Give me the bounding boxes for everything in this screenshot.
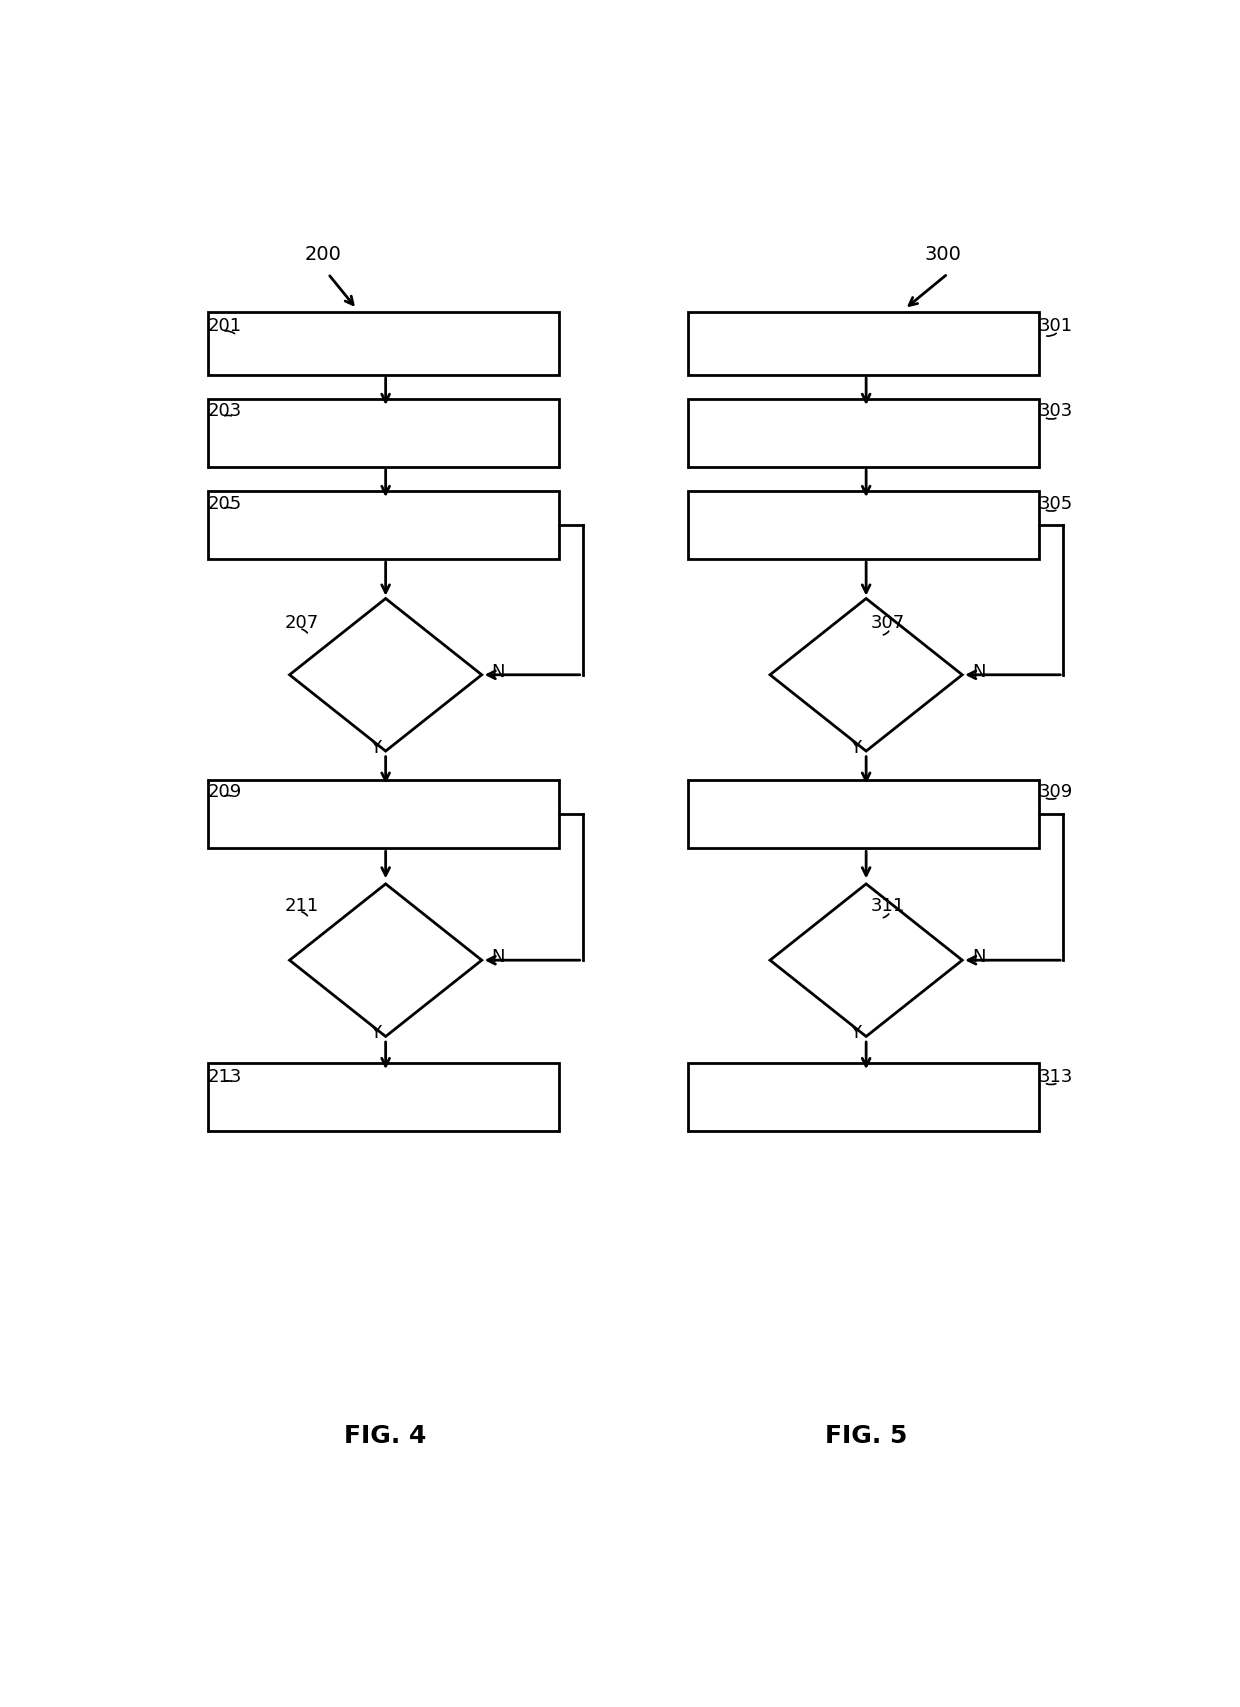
Polygon shape <box>289 884 481 1036</box>
Text: 303: 303 <box>1039 403 1073 420</box>
Text: 311: 311 <box>870 896 905 915</box>
Text: Y: Y <box>370 739 381 756</box>
Text: 300: 300 <box>925 246 961 265</box>
Text: N: N <box>491 662 505 681</box>
Bar <box>208 399 558 468</box>
Bar <box>688 492 1039 560</box>
Text: N: N <box>972 662 986 681</box>
Text: 205: 205 <box>208 495 242 512</box>
Text: FIG. 4: FIG. 4 <box>345 1424 427 1448</box>
Text: 313: 313 <box>1038 1067 1073 1086</box>
Text: 305: 305 <box>1039 495 1073 512</box>
Text: Y: Y <box>851 1024 862 1041</box>
Text: 309: 309 <box>1039 782 1073 801</box>
Text: 207: 207 <box>285 615 319 632</box>
Text: 203: 203 <box>208 403 242 420</box>
Text: 201: 201 <box>208 318 242 335</box>
Bar <box>208 312 558 376</box>
Polygon shape <box>770 599 962 751</box>
Bar <box>688 780 1039 848</box>
Polygon shape <box>289 599 481 751</box>
Text: Y: Y <box>370 1024 381 1041</box>
Text: N: N <box>972 947 986 966</box>
Text: 301: 301 <box>1039 318 1073 335</box>
Text: Y: Y <box>851 739 862 756</box>
Bar <box>688 312 1039 376</box>
Text: 307: 307 <box>870 615 905 632</box>
Text: 213: 213 <box>208 1067 242 1086</box>
Bar <box>208 780 558 848</box>
Text: 200: 200 <box>305 246 341 265</box>
Polygon shape <box>770 884 962 1036</box>
Text: 211: 211 <box>285 896 319 915</box>
Bar <box>688 399 1039 468</box>
Bar <box>688 1063 1039 1132</box>
Text: 209: 209 <box>208 782 242 801</box>
Bar <box>208 1063 558 1132</box>
Text: N: N <box>491 947 505 966</box>
Bar <box>208 492 558 560</box>
Text: FIG. 5: FIG. 5 <box>825 1424 908 1448</box>
